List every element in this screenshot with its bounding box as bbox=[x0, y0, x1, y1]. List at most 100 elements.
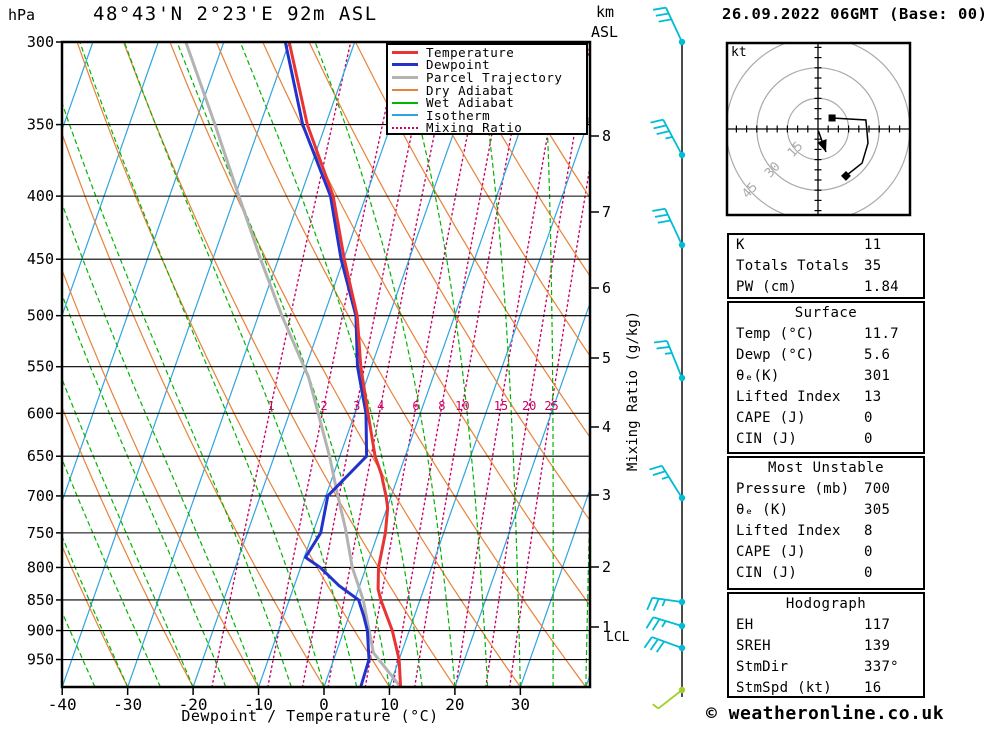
hodograph-trace-end-marker bbox=[840, 170, 851, 181]
pressure-tick-label: 800 bbox=[27, 558, 54, 576]
legend-swatch-mixing-ratio bbox=[392, 126, 418, 129]
km-tick-label: 1 bbox=[602, 618, 611, 636]
mixing-ratio-value-label: 20 bbox=[522, 399, 536, 413]
legend-item: Isotherm bbox=[392, 108, 586, 123]
mixing-ratio-value-label: 8 bbox=[438, 399, 445, 413]
pressure-tick-label: 350 bbox=[27, 116, 54, 134]
station-title: 48°43'N 2°23'E 92m ASL bbox=[93, 3, 378, 25]
legend-label: Dry Adiabat bbox=[426, 82, 515, 98]
mixing-ratio-value-labels: 1 2 3 4 6 8 10 15 20 25 bbox=[267, 399, 558, 413]
stat-value: 301 bbox=[864, 368, 891, 384]
stat-table-most-unstable: Most Unstable Pressure (mb) 700 θₑ (K) 305 Li… bbox=[727, 456, 925, 590]
stat-label: EH bbox=[736, 617, 754, 633]
stat-value: 0 bbox=[864, 410, 873, 426]
legend-item: Parcel Trajectory bbox=[392, 69, 586, 85]
stat-table-surface: Surface Temp (°C) 11.7 Dewp (°C) 5.6 θₑ(K) 301… bbox=[727, 301, 925, 454]
pressure-tick-label: 450 bbox=[27, 250, 54, 268]
legend-item: Temperature bbox=[392, 44, 586, 60]
isotherm-lines bbox=[62, 42, 590, 687]
legend-item: Dewpoint bbox=[392, 57, 586, 72]
hodograph-ring-label: 15 bbox=[785, 139, 807, 161]
stat-value: 35 bbox=[864, 258, 882, 274]
km-axis: 1 2 3 4 5 6 7 8 bbox=[590, 127, 611, 636]
pressure-tick-label: 900 bbox=[27, 622, 54, 640]
sounding-curves bbox=[184, 42, 403, 687]
mixing-ratio-value-label: 3 bbox=[353, 399, 360, 413]
temperature-tick-label: 10 bbox=[380, 695, 399, 714]
wind-barb bbox=[650, 118, 686, 159]
pressure-tick-label: 950 bbox=[27, 651, 54, 669]
stat-value: 5.6 bbox=[864, 347, 891, 363]
legend-label: Temperature bbox=[426, 44, 515, 60]
stat-table-title: Most Unstable bbox=[767, 460, 885, 476]
storm-motion-arrowhead bbox=[817, 139, 827, 153]
wind-barb-column bbox=[643, 6, 686, 710]
stat-label: CAPE (J) bbox=[736, 544, 806, 560]
mixing-ratio-value-label: 2 bbox=[320, 399, 327, 413]
pressure-tick-label: 650 bbox=[27, 447, 54, 465]
hodograph-trace-start-marker bbox=[828, 114, 836, 122]
km-tick-label: 8 bbox=[602, 127, 611, 145]
stat-row: CAPE (J) 0 bbox=[729, 408, 923, 429]
surface-wind-barb bbox=[652, 686, 686, 710]
stat-label: Pressure (mb) bbox=[736, 481, 850, 497]
lcl-label: LCL bbox=[606, 630, 630, 645]
stat-value: 0 bbox=[864, 565, 873, 581]
wind-barb bbox=[652, 6, 686, 46]
legend-label: Wet Adiabat bbox=[426, 95, 515, 111]
temperature-tick-label: 30 bbox=[511, 695, 530, 714]
legend-label: Mixing Ratio bbox=[426, 120, 523, 136]
stat-row: θₑ (K) 305 bbox=[729, 500, 923, 521]
stat-value: 11 bbox=[864, 237, 882, 253]
stat-row: Totals Totals 35 bbox=[729, 256, 923, 277]
mixing-ratio-value-label: 25 bbox=[544, 399, 558, 413]
temperature-tick-label: -40 bbox=[48, 695, 77, 714]
stat-value: 0 bbox=[864, 431, 873, 447]
temperature-tick-label: -30 bbox=[113, 695, 142, 714]
stat-value: 139 bbox=[864, 638, 891, 654]
pressure-tick-label: 850 bbox=[27, 591, 54, 609]
stat-row: K 11 bbox=[729, 235, 923, 256]
mixing-ratio-value-label: 15 bbox=[494, 399, 508, 413]
pressure-tick-label: 300 bbox=[27, 33, 54, 51]
stat-label: CAPE (J) bbox=[736, 410, 806, 426]
temperature-tick-label: 0 bbox=[319, 695, 329, 714]
wind-barb bbox=[654, 340, 686, 382]
stat-row: SREH 139 bbox=[729, 636, 923, 657]
stat-table-indices: K 11 Totals Totals 35 PW (cm) 1.84 bbox=[727, 233, 925, 299]
km-tick-label: 4 bbox=[602, 418, 611, 436]
legend-item: Mixing Ratio bbox=[392, 120, 586, 136]
pressure-unit-label: hPa bbox=[8, 6, 36, 24]
stat-row: Temp (°C) 11.7 bbox=[729, 324, 923, 345]
temperature-tick-label: -20 bbox=[179, 695, 208, 714]
stat-value: 700 bbox=[864, 481, 891, 497]
stat-row: StmSpd (kt) 16 bbox=[729, 678, 923, 699]
km-tick-label: 2 bbox=[602, 558, 611, 576]
pressure-gridlines bbox=[62, 124, 590, 661]
stat-row: EH 117 bbox=[729, 615, 923, 636]
copyright: © weatheronline.co.uk bbox=[706, 703, 945, 724]
wet-adiabat-lines bbox=[62, 42, 590, 687]
mixing-ratio-axis-title: Mixing Ratio (g/kg) bbox=[625, 310, 641, 472]
stat-label: Lifted Index bbox=[736, 523, 841, 539]
legend-swatch-dry-adiabat bbox=[392, 89, 418, 92]
temperature-tick-label: -10 bbox=[244, 695, 273, 714]
stat-row: CAPE (J) 0 bbox=[729, 542, 923, 563]
legend-label: Parcel Trajectory bbox=[426, 69, 563, 85]
stat-label: StmSpd (kt) bbox=[736, 680, 833, 696]
hodograph-unit-label: kt bbox=[731, 45, 747, 60]
km-tick-label: 6 bbox=[602, 279, 611, 297]
x-axis-title: Dewpoint / Temperature (°C) bbox=[181, 707, 439, 725]
legend-swatch-isotherm bbox=[392, 114, 418, 117]
stat-value: 13 bbox=[864, 389, 882, 405]
stat-value: 11.7 bbox=[864, 326, 899, 342]
stat-value: 337° bbox=[864, 659, 899, 675]
altitude-unit-asl: ASL bbox=[591, 23, 619, 41]
stat-value: 0 bbox=[864, 544, 873, 560]
stat-value: 1.84 bbox=[864, 279, 899, 295]
stat-row: StmDir 337° bbox=[729, 657, 923, 678]
legend-item: Dry Adiabat bbox=[392, 82, 586, 98]
wind-barb bbox=[652, 207, 686, 249]
